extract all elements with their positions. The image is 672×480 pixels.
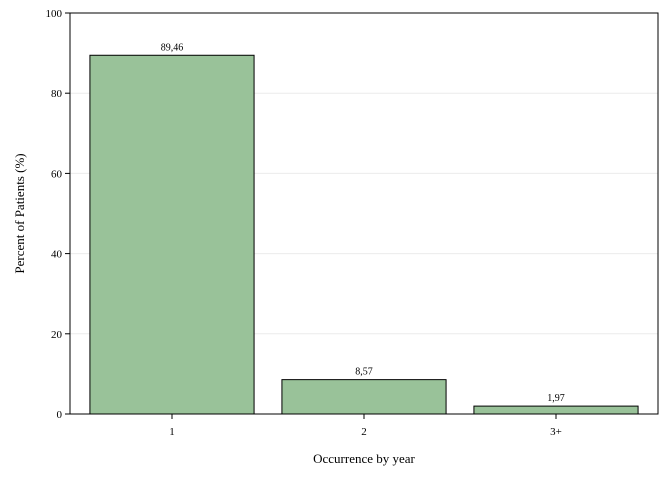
y-axis-label: Percent of Patients (%) (12, 153, 27, 273)
bar (89, 54, 255, 415)
y-axis: 0 20 40 60 80 100 (46, 8, 70, 421)
y-tick-label: 0 (57, 409, 63, 421)
bar (281, 379, 447, 415)
bar-value-label: 1,97 (547, 393, 565, 404)
y-tick-label: 80 (51, 88, 63, 100)
y-tick-label: 40 (51, 249, 63, 261)
bar-value-label: 89,46 (161, 42, 184, 53)
y-tick-label: 20 (51, 329, 63, 341)
x-tick-label: 3+ (550, 426, 562, 438)
x-axis-label: Occurrence by year (313, 451, 415, 466)
x-tick-label: 2 (361, 426, 367, 438)
bar (473, 405, 639, 415)
bar-value-label: 8,57 (355, 367, 373, 378)
y-tick-label: 60 (51, 168, 63, 180)
y-tick-label: 100 (46, 8, 63, 20)
x-tick-label: 1 (169, 426, 175, 438)
x-axis: 1 2 3+ (169, 414, 562, 438)
